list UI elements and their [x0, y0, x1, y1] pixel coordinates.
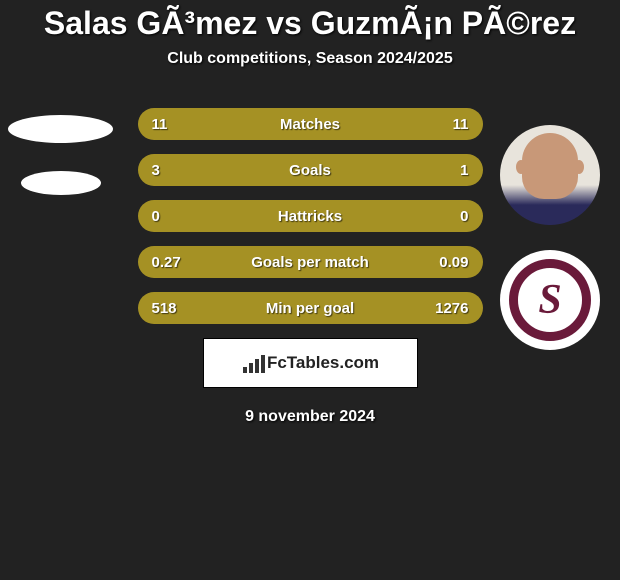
stat-label: Min per goal — [266, 300, 354, 317]
stat-row-goals: 3 Goals 1 — [138, 154, 483, 186]
stat-row-mpg: 518 Min per goal 1276 — [138, 292, 483, 324]
branding-text: FcTables.com — [267, 353, 379, 373]
stat-label: Matches — [280, 116, 340, 133]
bar-chart-icon — [241, 353, 263, 373]
stat-right-value: 1276 — [435, 300, 468, 317]
stat-left-value: 0 — [152, 208, 160, 225]
stat-right-value: 0 — [460, 208, 468, 225]
branding-box[interactable]: FcTables.com — [203, 338, 418, 388]
date-text: 9 november 2024 — [0, 408, 620, 426]
stat-label: Goals per match — [251, 254, 369, 271]
stat-left-value: 0.27 — [152, 254, 181, 271]
stat-row-hattricks: 0 Hattricks 0 — [138, 200, 483, 232]
stat-right-value: 1 — [460, 162, 468, 179]
stat-right-value: 0.09 — [439, 254, 468, 271]
stat-right-value: 11 — [453, 116, 469, 133]
stat-left-value: 11 — [152, 116, 168, 133]
stat-row-matches: 11 Matches 11 — [138, 108, 483, 140]
stat-left-value: 3 — [152, 162, 160, 179]
stats-section: 11 Matches 11 3 Goals 1 0 Hattricks 0 0.… — [0, 108, 620, 324]
stat-row-gpm: 0.27 Goals per match 0.09 — [138, 246, 483, 278]
stat-label: Goals — [289, 162, 331, 179]
page-title: Salas GÃ³mez vs GuzmÃ¡n PÃ©rez — [0, 5, 620, 42]
stat-left-value: 518 — [152, 300, 177, 317]
stat-label: Hattricks — [278, 208, 342, 225]
subtitle: Club competitions, Season 2024/2025 — [0, 50, 620, 68]
